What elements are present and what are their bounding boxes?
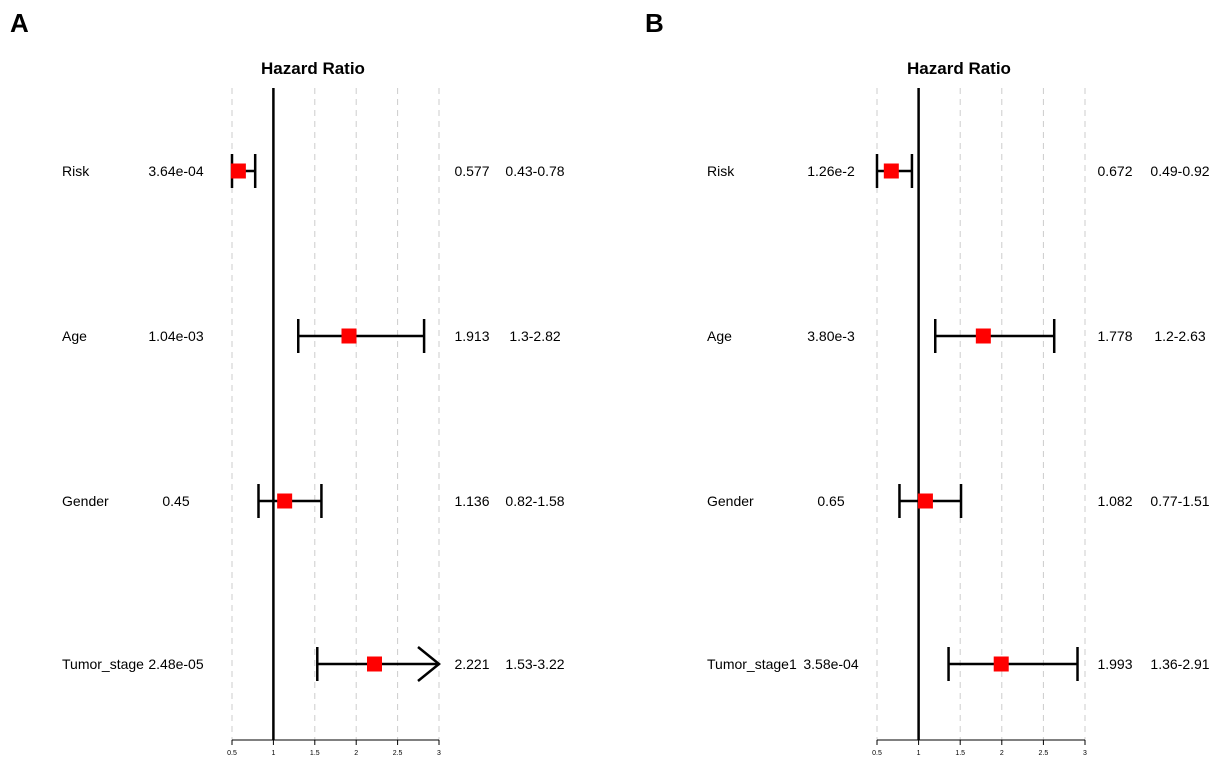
row-pvalue-label: 1.26e-2	[807, 163, 855, 179]
panel-label-b: B	[645, 8, 664, 38]
row-name-label: Risk	[62, 163, 90, 179]
row-pvalue-label: 2.48e-05	[148, 656, 203, 672]
grid-lines-a	[231, 88, 440, 740]
row-ci-label: 0.43-0.78	[505, 163, 564, 179]
hr-marker	[917, 493, 933, 509]
row-pvalue-label: 0.65	[817, 493, 844, 509]
row-ci-label: 1.2-2.63	[1154, 328, 1206, 344]
chart-title-b: Hazard Ratio	[907, 59, 1011, 78]
forest-row: Age 3.80e-3 1.778 1.2-2.63	[707, 319, 1206, 353]
row-name-label: Tumor_stage1	[707, 656, 797, 672]
row-ci-label: 0.49-0.92	[1150, 163, 1209, 179]
row-hr-label: 2.221	[454, 656, 489, 672]
forest-row: Risk 1.26e-2 0.672 0.49-0.92	[707, 154, 1210, 188]
row-name-label: Gender	[62, 493, 109, 509]
forest-row: Risk 3.64e-04 0.577 0.43-0.78	[62, 154, 565, 188]
x-tick-label: 0.5	[872, 750, 882, 757]
row-pvalue-label: 1.04e-03	[148, 328, 203, 344]
x-tick-label: 1.5	[955, 750, 965, 757]
chart-title-a: Hazard Ratio	[261, 59, 365, 78]
x-tick-label: 3	[1083, 750, 1087, 757]
x-tick-label: 1	[917, 750, 921, 757]
hr-marker	[975, 328, 991, 344]
hr-marker	[277, 493, 293, 509]
panel-label-a: A	[10, 8, 29, 38]
row-hr-label: 1.778	[1097, 328, 1132, 344]
row-name-label: Age	[707, 328, 732, 344]
x-tick-label: 0.5	[227, 750, 237, 757]
x-tick-label: 2.5	[393, 750, 403, 757]
forest-panel-b: B Hazard Ratio 0.5 1 1.5 2 2.5 3 Risk 1.26e-2 0…	[645, 8, 1210, 757]
forest-panel-a: A Hazard Ratio 0.5 1 1.5 2 2.5 3 Risk 3.64e-04…	[10, 8, 565, 757]
row-name-label: Risk	[707, 163, 735, 179]
x-axis-b: 0.5 1 1.5 2 2.5 3	[872, 739, 1087, 757]
forest-row: Tumor_stage1 3.58e-04 1.993 1.36-2.91	[707, 647, 1210, 681]
rows-a: Risk 3.64e-04 0.577 0.43-0.78 Age 1.04e-03 1.9…	[62, 154, 565, 682]
hr-marker	[230, 163, 246, 179]
row-ci-label: 1.36-2.91	[1150, 656, 1209, 672]
x-tick-label: 3	[437, 750, 441, 757]
x-tick-label: 2.5	[1039, 750, 1049, 757]
row-pvalue-label: 3.80e-3	[807, 328, 855, 344]
forest-row: Age 1.04e-03 1.913 1.3-2.82	[62, 319, 561, 353]
row-hr-label: 0.672	[1097, 163, 1132, 179]
row-hr-label: 1.136	[454, 493, 489, 509]
x-tick-label: 2	[354, 750, 358, 757]
row-ci-label: 0.77-1.51	[1150, 493, 1209, 509]
rows-b: Risk 1.26e-2 0.672 0.49-0.92 Age 3.80e-3 1.778…	[707, 154, 1210, 681]
row-pvalue-label: 0.45	[162, 493, 189, 509]
row-pvalue-label: 3.64e-04	[148, 163, 203, 179]
row-ci-label: 1.3-2.82	[509, 328, 561, 344]
row-pvalue-label: 3.58e-04	[803, 656, 858, 672]
row-hr-label: 1.993	[1097, 656, 1132, 672]
x-tick-label: 1	[271, 750, 275, 757]
forest-row: Tumor_stage 2.48e-05 2.221 1.53-3.22	[62, 646, 565, 682]
row-hr-label: 1.082	[1097, 493, 1132, 509]
row-ci-label: 1.53-3.22	[505, 656, 564, 672]
x-tick-label: 2	[1000, 750, 1004, 757]
forest-row: Gender 0.65 1.082 0.77-1.51	[707, 484, 1210, 518]
row-ci-label: 0.82-1.58	[505, 493, 564, 509]
x-axis-a: 0.5 1 1.5 2 2.5 3	[227, 739, 441, 757]
hr-marker	[366, 656, 382, 672]
row-hr-label: 0.577	[454, 163, 489, 179]
row-hr-label: 1.913	[454, 328, 489, 344]
row-name-label: Gender	[707, 493, 754, 509]
grid-lines-b	[876, 88, 1086, 740]
forest-row: Gender 0.45 1.136 0.82-1.58	[62, 484, 565, 518]
row-name-label: Tumor_stage	[62, 656, 144, 672]
x-tick-label: 1.5	[310, 750, 320, 757]
row-name-label: Age	[62, 328, 87, 344]
ci-arrow	[417, 646, 441, 682]
hr-marker	[883, 163, 899, 179]
hr-marker	[341, 328, 357, 344]
hr-marker	[993, 656, 1009, 672]
